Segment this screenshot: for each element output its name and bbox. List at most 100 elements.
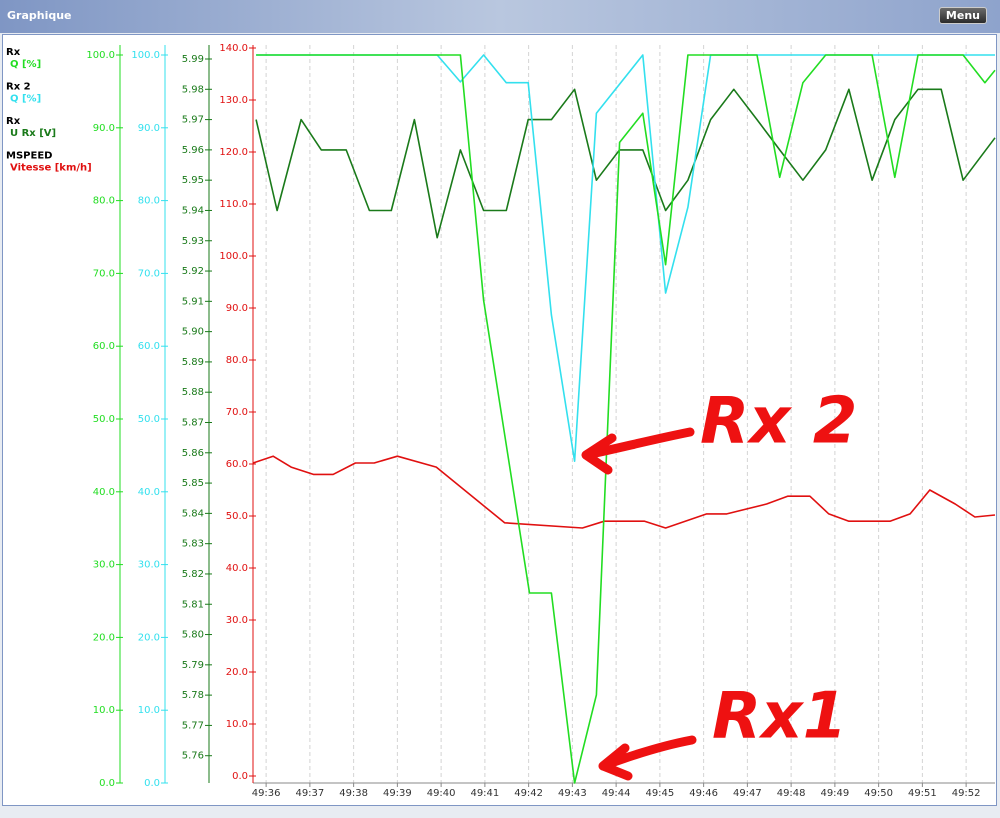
y-tick-label: 60.0 <box>226 459 248 470</box>
y-tick-label: 5.94 <box>182 205 204 216</box>
y-tick-label: 5.84 <box>182 508 204 519</box>
y-tick-label: 140.0 <box>219 43 248 54</box>
y-tick-label: 100.0 <box>131 50 160 61</box>
y-tick-label: 5.76 <box>182 751 204 762</box>
y-tick-label: 5.99 <box>182 54 204 65</box>
y-tick-label: 50.0 <box>93 414 115 425</box>
x-tick-label: 49:45 <box>645 788 674 799</box>
annotation: Rx1 <box>712 680 847 754</box>
y-tick-label: 0.0 <box>144 778 160 789</box>
y-tick-label: 5.85 <box>182 478 204 489</box>
y-tick-label: 80.0 <box>226 355 248 366</box>
series-line <box>256 54 995 462</box>
annotation-arrow <box>581 427 695 475</box>
y-tick-label: 70.0 <box>93 268 115 279</box>
y-tick-label: 0.0 <box>232 771 248 782</box>
title-bar: Graphique Menu <box>0 0 1000 33</box>
y-tick-label: 70.0 <box>138 268 160 279</box>
y-tick-label: 20.0 <box>138 632 160 643</box>
x-tick-label: 49:50 <box>864 788 893 799</box>
legend-quantity: Vitesse [km/h] <box>10 163 92 174</box>
y-tick-label: 5.92 <box>182 266 204 277</box>
y-tick-label: 30.0 <box>226 615 248 626</box>
x-tick-label: 49:52 <box>952 788 981 799</box>
y-tick-label: 80.0 <box>138 196 160 207</box>
y-tick-label: 40.0 <box>226 563 248 574</box>
x-tick-label: 49:38 <box>339 788 368 799</box>
y-tick-label: 10.0 <box>138 705 160 716</box>
series-line <box>256 54 996 784</box>
y-tick-label: 5.79 <box>182 660 204 671</box>
legend-source: Rx 2 <box>6 82 31 93</box>
menu-button[interactable]: Menu <box>938 7 987 24</box>
chart-panel <box>2 34 997 806</box>
x-tick-label: 49:44 <box>602 788 631 799</box>
series-line <box>255 88 996 239</box>
x-tick-label: 49:49 <box>820 788 849 799</box>
legend-quantity: Q [%] <box>10 59 41 70</box>
legend-source: Rx <box>6 47 21 58</box>
y-tick-label: 50.0 <box>138 414 160 425</box>
x-tick-label: 49:41 <box>470 788 499 799</box>
y-tick-label: 5.77 <box>182 720 204 731</box>
y-tick-label: 30.0 <box>93 560 115 571</box>
legend-quantity: U Rx [V] <box>10 128 56 139</box>
x-tick-label: 49:40 <box>427 788 456 799</box>
y-tick-label: 0.0 <box>99 778 115 789</box>
legend-source: Rx <box>6 116 21 127</box>
x-tick-label: 49:42 <box>514 788 543 799</box>
y-tick-label: 5.97 <box>182 115 204 126</box>
legend-quantity: Q [%] <box>10 94 41 105</box>
y-tick-label: 130.0 <box>219 95 248 106</box>
y-tick-label: 5.80 <box>182 630 204 641</box>
x-tick-label: 49:46 <box>689 788 718 799</box>
y-tick-label: 5.87 <box>182 418 204 429</box>
y-tick-label: 30.0 <box>138 560 160 571</box>
y-tick-label: 5.96 <box>182 145 204 156</box>
y-tick-label: 20.0 <box>226 667 248 678</box>
y-tick-label: 60.0 <box>138 341 160 352</box>
y-tick-label: 5.82 <box>182 569 204 580</box>
legend-source: MSPEED <box>6 151 52 162</box>
x-tick-label: 49:37 <box>295 788 324 799</box>
y-tick-label: 5.88 <box>182 387 204 398</box>
window-title: Graphique <box>7 9 72 22</box>
annotation-arrow <box>598 735 697 781</box>
y-tick-label: 5.89 <box>182 357 204 368</box>
y-tick-label: 80.0 <box>93 196 115 207</box>
y-tick-label: 90.0 <box>138 123 160 134</box>
y-tick-label: 90.0 <box>93 123 115 134</box>
y-tick-label: 40.0 <box>93 487 115 498</box>
y-tick-label: 70.0 <box>226 407 248 418</box>
y-tick-label: 90.0 <box>226 303 248 314</box>
y-tick-label: 5.86 <box>182 448 204 459</box>
y-tick-label: 5.91 <box>182 296 204 307</box>
y-tick-label: 5.81 <box>182 599 204 610</box>
y-tick-label: 50.0 <box>226 511 248 522</box>
y-tick-label: 120.0 <box>219 147 248 158</box>
y-tick-label: 60.0 <box>93 341 115 352</box>
x-tick-label: 49:48 <box>777 788 806 799</box>
y-tick-label: 5.90 <box>182 327 204 338</box>
y-tick-label: 5.98 <box>182 84 204 95</box>
y-tick-label: 110.0 <box>219 199 248 210</box>
y-tick-label: 10.0 <box>226 719 248 730</box>
y-tick-label: 5.83 <box>182 539 204 550</box>
y-tick-label: 5.93 <box>182 236 204 247</box>
y-tick-label: 20.0 <box>93 632 115 643</box>
x-tick-label: 49:47 <box>733 788 762 799</box>
y-tick-label: 100.0 <box>219 251 248 262</box>
annotation: Rx 2 <box>700 385 857 459</box>
y-tick-label: 5.78 <box>182 690 204 701</box>
x-tick-label: 49:36 <box>252 788 281 799</box>
x-tick-label: 49:43 <box>558 788 587 799</box>
series-line <box>252 455 996 529</box>
x-tick-label: 49:51 <box>908 788 937 799</box>
y-tick-label: 10.0 <box>93 705 115 716</box>
y-tick-label: 5.95 <box>182 175 204 186</box>
x-tick-label: 49:39 <box>383 788 412 799</box>
y-tick-label: 40.0 <box>138 487 160 498</box>
y-tick-label: 100.0 <box>86 50 115 61</box>
